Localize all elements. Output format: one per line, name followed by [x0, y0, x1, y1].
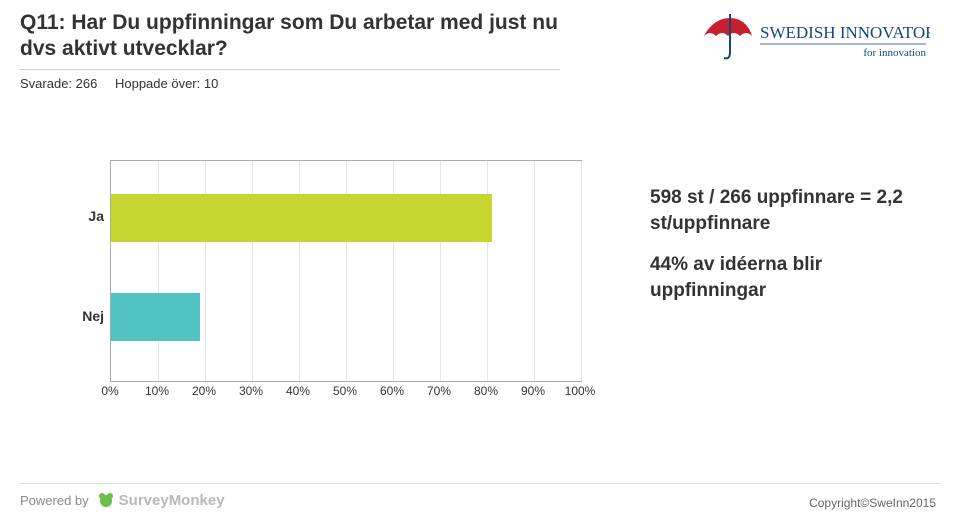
question-header: Q11: Har Du uppfinningar som Du arbetar …: [20, 10, 560, 91]
xtick: 40%: [286, 384, 310, 398]
bar-chart: Ja Nej 0% 10% 20% 30% 40% 50% 60% 70% 80% 90% 100%: [60, 160, 600, 420]
xtick: 100%: [565, 384, 596, 398]
summary-line-2: 44% av idéerna blir uppfinningar: [650, 252, 930, 303]
summary-text: 598 st / 266 uppfinnare = 2,2 st/uppfinn…: [650, 185, 930, 320]
footer-divider: [20, 483, 940, 484]
brand-tagline: for innovation: [863, 47, 926, 59]
bar-ja: [111, 194, 492, 242]
provider-name: SurveyMonkey: [119, 492, 225, 509]
xtick: 90%: [521, 384, 545, 398]
category-label-nej: Nej: [60, 308, 104, 324]
xtick: 60%: [380, 384, 404, 398]
umbrella-icon: [704, 14, 752, 58]
xtick: 70%: [427, 384, 451, 398]
xtick: 0%: [101, 384, 118, 398]
page: Q11: Har Du uppfinningar som Du arbetar …: [0, 0, 960, 524]
xtick: 20%: [192, 384, 216, 398]
xtick: 50%: [333, 384, 357, 398]
x-axis: 0%10%20%30%40%50%60%70%80%90%100%: [110, 384, 580, 404]
copyright: Copyright©SweInn2015: [809, 496, 936, 510]
answered-count: Svarade: 266: [20, 76, 97, 91]
xtick: 80%: [474, 384, 498, 398]
question-title: Q11: Har Du uppfinningar som Du arbetar …: [20, 10, 560, 70]
brand-word-1: SWEDISH: [760, 23, 836, 42]
svg-text:SWEDISH INNOVATORS: SWEDISH INNOVATORS: [760, 23, 930, 42]
plot-area: [110, 160, 582, 382]
monkey-icon: [97, 491, 115, 509]
footer: Powered by SurveyMonkey: [20, 488, 225, 512]
summary-line-1: 598 st / 266 uppfinnare = 2,2 st/uppfinn…: [650, 185, 930, 236]
xtick: 10%: [145, 384, 169, 398]
response-meta: Svarade: 266 Hoppade över: 10: [20, 76, 560, 91]
xtick: 30%: [239, 384, 263, 398]
provider-logo: SurveyMonkey: [97, 491, 225, 509]
skipped-count: Hoppade över: 10: [115, 76, 218, 91]
powered-by-label: Powered by: [20, 493, 89, 508]
brand-logo: SWEDISH INNOVATORS for innovation: [700, 10, 930, 80]
brand-word-2: INNOVATORS: [840, 23, 930, 42]
category-label-ja: Ja: [60, 208, 104, 224]
bar-nej: [111, 293, 200, 341]
